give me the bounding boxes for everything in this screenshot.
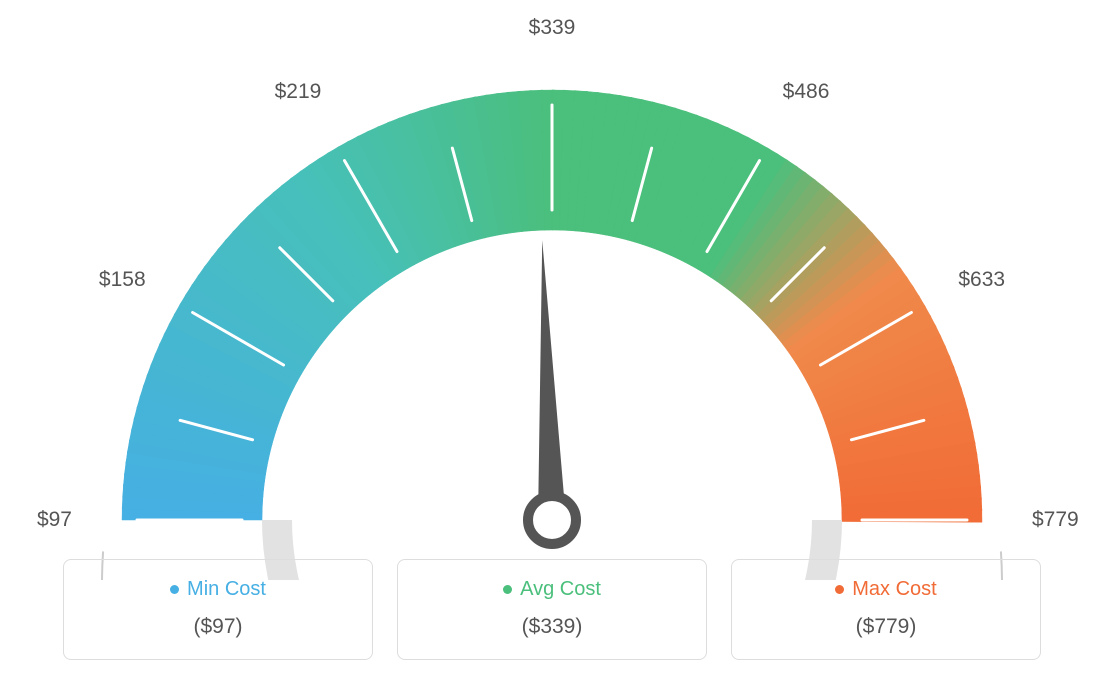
dot-icon: [170, 585, 179, 594]
dot-icon: [835, 585, 844, 594]
dot-icon: [503, 585, 512, 594]
legend-label: Avg Cost: [520, 578, 601, 601]
gauge-tick-label: $339: [529, 16, 576, 40]
gauge-tick-label: $97: [37, 508, 72, 532]
legend-title-avg: Avg Cost: [503, 578, 601, 601]
legend-card-max: Max Cost ($779): [731, 559, 1041, 660]
gauge-container: $97$158$219$339$486$633$779: [52, 20, 1052, 560]
legend-title-max: Max Cost: [835, 578, 936, 601]
gauge-tick-label: $486: [783, 80, 830, 104]
legend-label: Min Cost: [187, 578, 266, 601]
legend-card-min: Min Cost ($97): [63, 559, 373, 660]
legend-value-max: ($779): [732, 615, 1040, 639]
legend-title-min: Min Cost: [170, 578, 266, 601]
legend-value-min: ($97): [64, 615, 372, 639]
legend-value-avg: ($339): [398, 615, 706, 639]
gauge-chart: [52, 20, 1052, 580]
legend-card-avg: Avg Cost ($339): [397, 559, 707, 660]
gauge-tick-label: $158: [99, 268, 146, 292]
gauge-tick-label: $779: [1032, 508, 1079, 532]
legend-row: Min Cost ($97) Avg Cost ($339) Max Cost …: [63, 559, 1041, 660]
legend-label: Max Cost: [852, 578, 936, 601]
gauge-tick-label: $219: [275, 80, 322, 104]
gauge-tick-label: $633: [958, 268, 1005, 292]
